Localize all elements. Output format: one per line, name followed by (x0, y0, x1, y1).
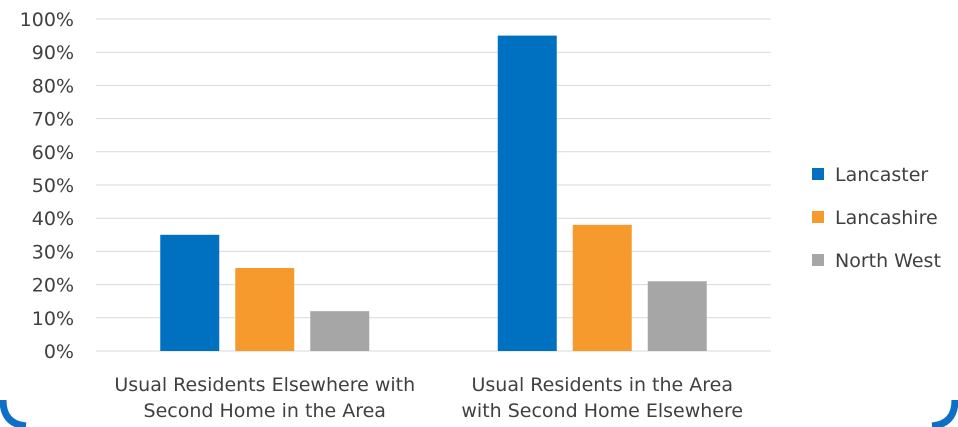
y-tick-label: 90% (32, 42, 74, 64)
y-axis-tick-labels: 0% 10% 20% 30% 40% 50% 60% 70% 80% 90% 100% (20, 9, 74, 363)
legend-label: Lancaster (835, 164, 928, 186)
legend: Lancaster Lancashire North West (812, 164, 941, 272)
y-tick-label: 60% (32, 142, 74, 164)
y-tick-label: 10% (32, 308, 74, 330)
legend-swatch (812, 211, 824, 223)
bar-lancaster-1 (160, 235, 219, 351)
category-label-line: Usual Residents in the Area (471, 374, 733, 396)
legend-label: North West (835, 250, 941, 272)
y-tick-label: 20% (32, 275, 74, 297)
bar-lancashire-2 (573, 225, 632, 351)
category-label-line: Second Home in the Area (144, 400, 386, 422)
bar-north-west-1 (310, 311, 369, 351)
category-label-line: with Second Home Elsewhere (461, 400, 743, 422)
bar-lancashire-1 (235, 268, 294, 351)
y-tick-label: 30% (32, 241, 74, 263)
frame-corner-right (932, 400, 955, 426)
legend-swatch (812, 254, 824, 266)
y-tick-label: 0% (44, 341, 74, 363)
bars (160, 36, 707, 351)
y-tick-label: 40% (32, 208, 74, 230)
legend-swatch (812, 168, 824, 180)
category-label-line: Usual Residents Elsewhere with (114, 374, 415, 396)
y-tick-label: 70% (32, 109, 74, 131)
frame-corner-left (3, 400, 26, 426)
y-tick-label: 80% (32, 75, 74, 97)
x-axis-category-labels: Usual Residents Elsewhere with Second Hom… (114, 374, 743, 422)
legend-label: Lancashire (835, 207, 938, 229)
bar-lancaster-2 (498, 36, 557, 351)
y-tick-label: 50% (32, 175, 74, 197)
bar-north-west-2 (648, 281, 707, 351)
y-tick-label: 100% (20, 9, 74, 31)
